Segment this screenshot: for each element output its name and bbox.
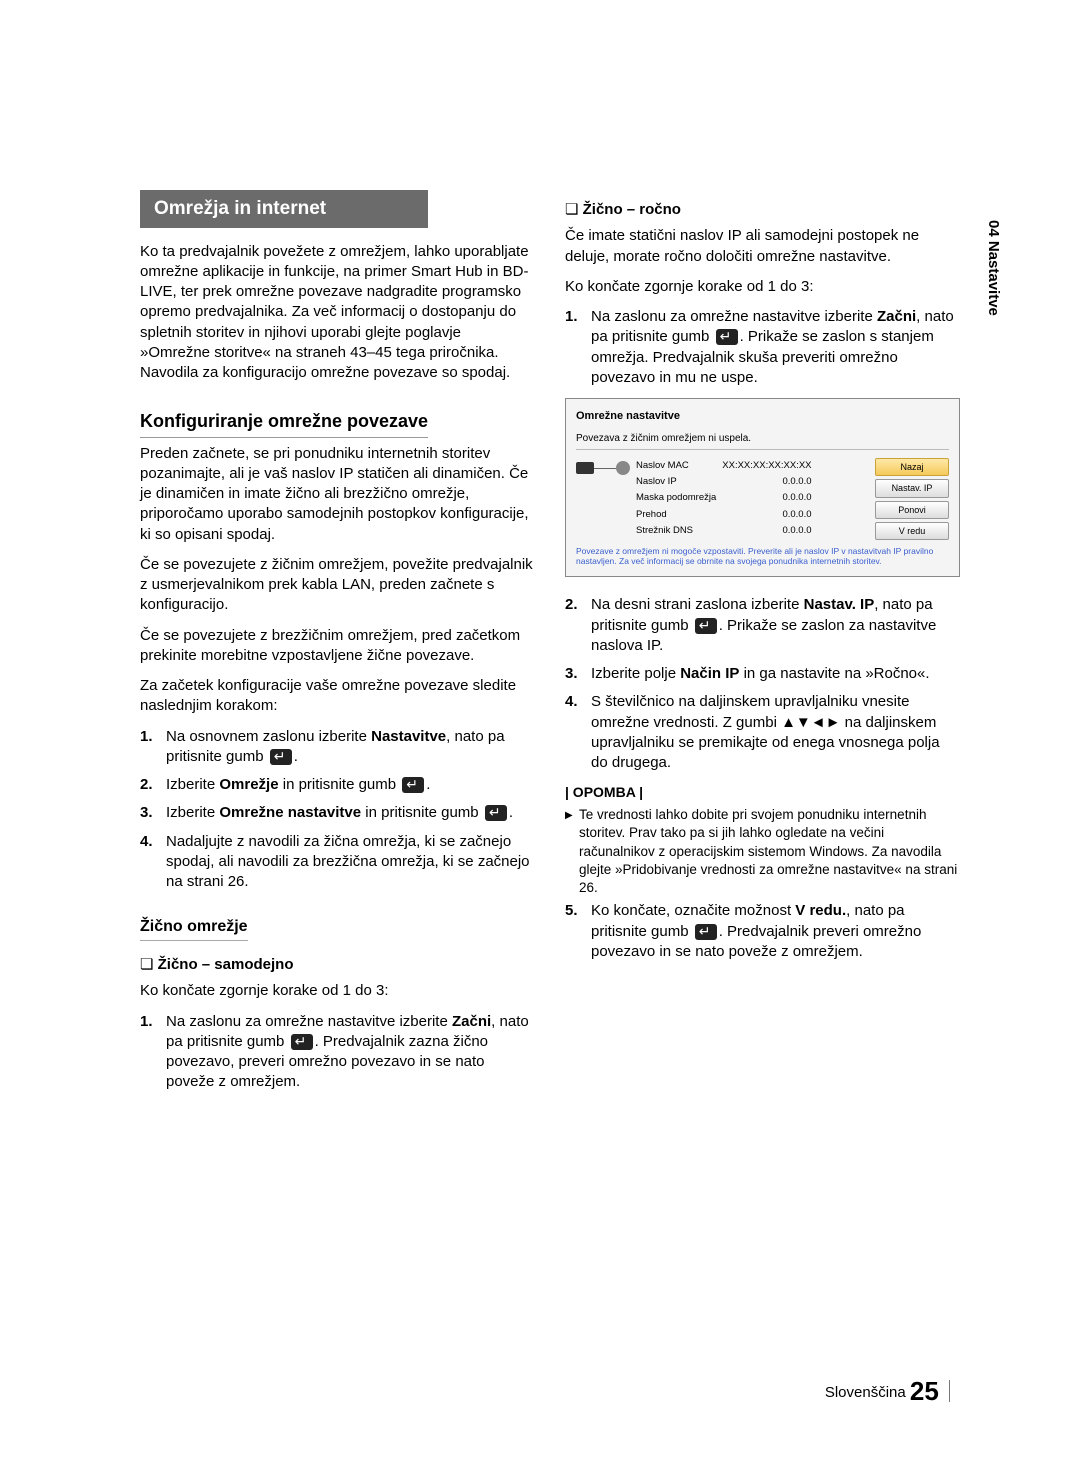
enter-icon <box>695 924 717 940</box>
enter-icon <box>291 1034 313 1050</box>
screenshot-status: Povezava z žičnim omrežjem ni uspela. <box>576 432 949 451</box>
config-heading: Konfiguriranje omrežne povezave <box>140 409 428 437</box>
footer-lang: Slovenščina <box>825 1384 906 1401</box>
screenshot-button: V redu <box>875 522 949 540</box>
wired-heading: Žično omrežje <box>140 916 248 941</box>
paragraph: Če se povezujete z brezžičnim omrežjem, … <box>140 626 535 667</box>
steps-list: Na zaslonu za omrežne nastavitve izberit… <box>140 1012 535 1093</box>
step-item: Izberite Omrežje in pritisnite gumb . <box>140 775 535 795</box>
right-column: Žično – ročno Če imate statični naslov I… <box>565 190 960 1103</box>
enter-icon <box>270 749 292 765</box>
note-body: Te vrednosti lahko dobite pri svojem pon… <box>565 806 960 897</box>
page-number: 25 <box>910 1376 939 1406</box>
screenshot-message: Povezave z omrežjem ni mogoče vzpostavit… <box>576 546 949 566</box>
wired-auto-head: Žično – samodejno <box>140 955 535 975</box>
step-item: Izberite polje Način IP in ga nastavite … <box>565 664 960 684</box>
intro-paragraph: Ko ta predvajalnik povežete z omrežjem, … <box>140 242 535 384</box>
network-values-table: Naslov MACXX:XX:XX:XX:XX:XXNaslov IP0.0.… <box>636 458 818 540</box>
left-column: Omrežja in internet Ko ta predvajalnik p… <box>140 190 535 1103</box>
screenshot-button: Nazaj <box>875 458 949 476</box>
step-item: Izberite Omrežne nastavitve in pritisnit… <box>140 803 535 823</box>
step-item: Nadaljujte z navodili za žična omrežja, … <box>140 832 535 893</box>
steps-list: Ko končate, označite možnost V redu., na… <box>565 901 960 962</box>
paragraph: Če se povezujete z žičnim omrežjem, pove… <box>140 555 535 616</box>
step-item: Na zaslonu za omrežne nastavitve izberit… <box>140 1012 535 1093</box>
step-item: Na osnovnem zaslonu izberite Nastavitve,… <box>140 727 535 768</box>
page-footer: Slovenščina 25 <box>825 1376 950 1407</box>
content-columns: Omrežja in internet Ko ta predvajalnik p… <box>140 190 960 1103</box>
screenshot-button: Nastav. IP <box>875 479 949 497</box>
enter-icon <box>695 618 717 634</box>
enter-icon <box>485 805 507 821</box>
enter-icon <box>716 329 738 345</box>
side-tab: 04 Nastavitve <box>985 220 1002 316</box>
steps-list: Na osnovnem zaslonu izberite Nastavitve,… <box>140 727 535 893</box>
step-item: Na zaslonu za omrežne nastavitve izberit… <box>565 307 960 388</box>
network-settings-screenshot: Omrežne nastavitve Povezava z žičnim omr… <box>565 398 960 577</box>
steps-list: Na zaslonu za omrežne nastavitve izberit… <box>565 307 960 388</box>
steps-list: Na desni strani zaslona izberite Nastav.… <box>565 595 960 773</box>
screenshot-button: Ponovi <box>875 501 949 519</box>
screenshot-buttons: Nazaj Nastav. IP Ponovi V redu <box>875 458 949 540</box>
step-item: Ko končate, označite možnost V redu., na… <box>565 901 960 962</box>
enter-icon <box>402 777 424 793</box>
paragraph: Ko končate zgornje korake od 1 do 3: <box>140 981 535 1001</box>
wired-manual-head: Žično – ročno <box>565 200 960 220</box>
step-item: Na desni strani zaslona izberite Nastav.… <box>565 595 960 656</box>
section-header: Omrežja in internet <box>140 190 428 228</box>
manual-page: 04 Nastavitve Omrežja in internet Ko ta … <box>0 0 1080 1477</box>
paragraph: Za začetek konfiguracije vaše omrežne po… <box>140 676 535 717</box>
note-label: | OPOMBA | <box>565 783 960 802</box>
paragraph: Če imate statični naslov IP ali samodejn… <box>565 226 960 267</box>
network-icon <box>576 458 630 480</box>
screenshot-title: Omrežne nastavitve <box>576 409 949 424</box>
step-item: S številčnico na daljinskem upravljalnik… <box>565 692 960 773</box>
paragraph: Preden začnete, se pri ponudniku interne… <box>140 444 535 545</box>
paragraph: Ko končate zgornje korake od 1 do 3: <box>565 277 960 297</box>
